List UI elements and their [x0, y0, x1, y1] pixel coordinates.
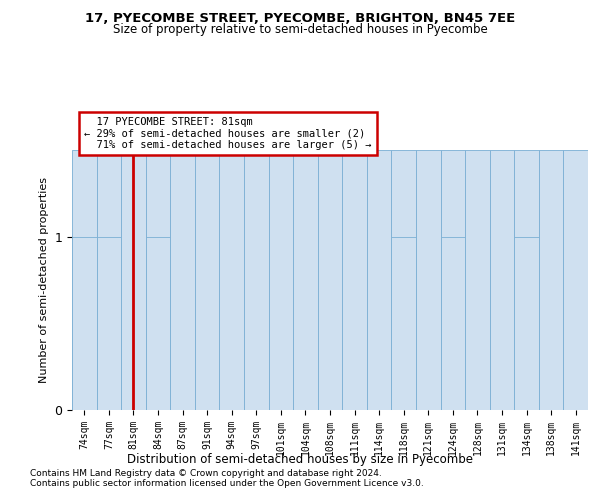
Bar: [97, 150, 121, 410]
Bar: [539, 150, 563, 410]
Bar: [440, 236, 465, 410]
Bar: [195, 150, 220, 410]
Text: 17, PYECOMBE STREET, PYECOMBE, BRIGHTON, BN45 7EE: 17, PYECOMBE STREET, PYECOMBE, BRIGHTON,…: [85, 12, 515, 26]
Bar: [146, 236, 170, 410]
Bar: [490, 150, 514, 410]
Bar: [563, 150, 588, 410]
Bar: [220, 150, 244, 410]
Text: Distribution of semi-detached houses by size in Pyecombe: Distribution of semi-detached houses by …: [127, 454, 473, 466]
Bar: [367, 150, 391, 410]
Bar: [121, 150, 146, 410]
Text: Size of property relative to semi-detached houses in Pyecombe: Size of property relative to semi-detach…: [113, 22, 487, 36]
Text: Contains public sector information licensed under the Open Government Licence v3: Contains public sector information licen…: [30, 478, 424, 488]
Text: 17 PYECOMBE STREET: 81sqm
← 29% of semi-detached houses are smaller (2)
  71% of: 17 PYECOMBE STREET: 81sqm ← 29% of semi-…: [84, 117, 372, 150]
Bar: [293, 150, 318, 410]
Bar: [244, 150, 269, 410]
Bar: [146, 150, 170, 410]
Bar: [342, 150, 367, 410]
Bar: [514, 236, 539, 410]
Bar: [269, 150, 293, 410]
Bar: [416, 150, 440, 410]
Bar: [465, 150, 490, 410]
Bar: [514, 150, 539, 410]
Text: Contains HM Land Registry data © Crown copyright and database right 2024.: Contains HM Land Registry data © Crown c…: [30, 468, 382, 477]
Bar: [391, 236, 416, 410]
Bar: [318, 150, 342, 410]
Bar: [72, 150, 97, 410]
Bar: [170, 150, 195, 410]
Y-axis label: Number of semi-detached properties: Number of semi-detached properties: [39, 177, 49, 383]
Bar: [391, 150, 416, 410]
Bar: [440, 150, 465, 410]
Bar: [97, 236, 121, 410]
Bar: [72, 236, 97, 410]
